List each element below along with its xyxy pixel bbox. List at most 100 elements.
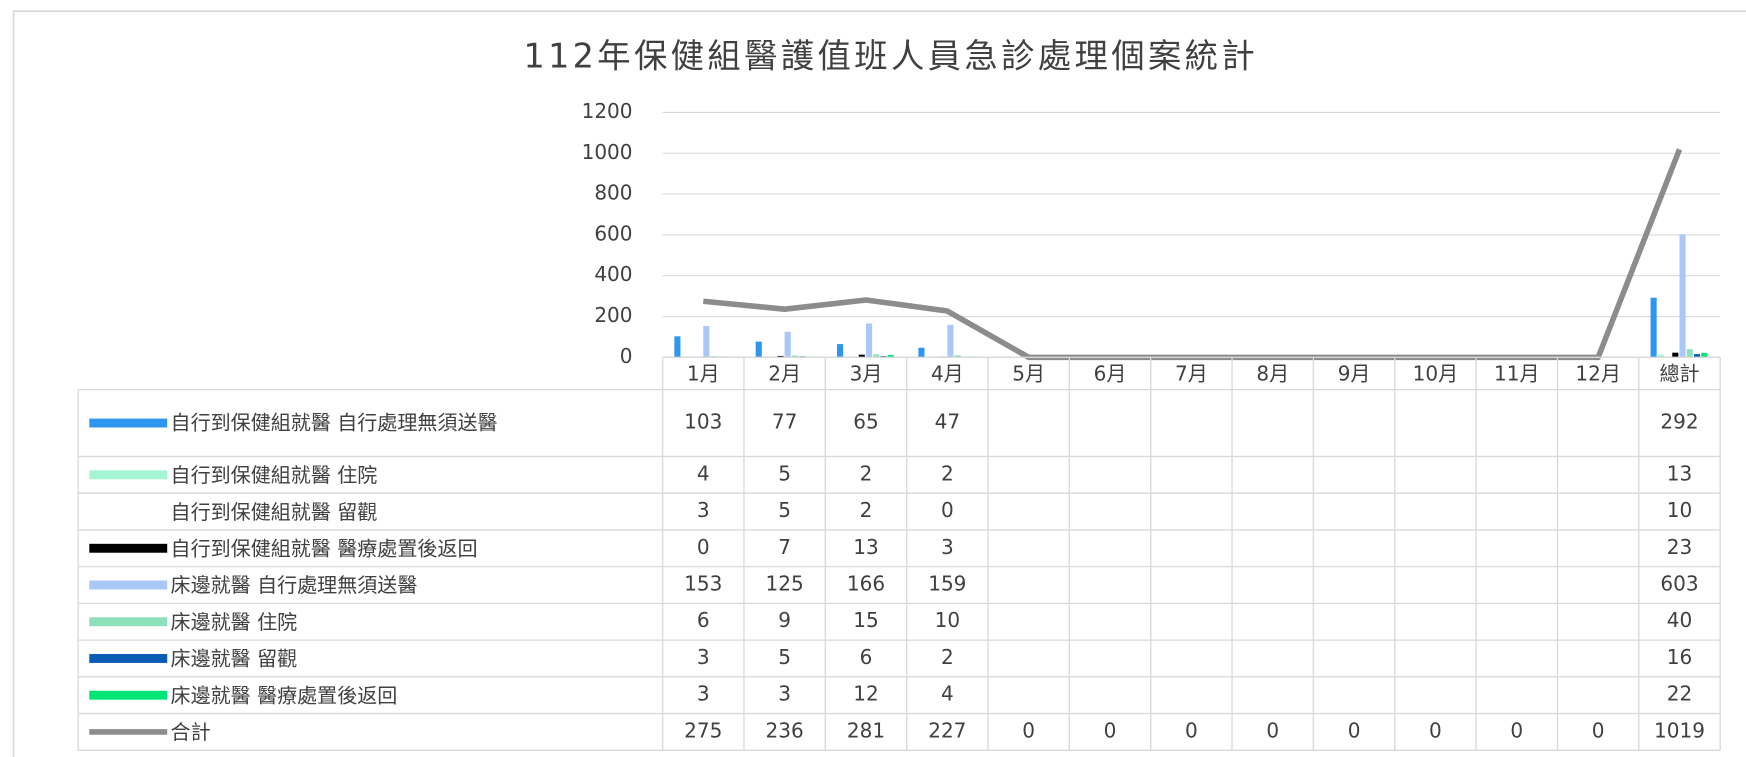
bar (954, 355, 961, 358)
table-value: 5 (778, 498, 791, 522)
x-tick-label: 總計 (1659, 362, 1699, 386)
table-value: 47 (935, 410, 960, 434)
legend-cell: 床邊就醫 醫療處置後返回 (171, 684, 398, 707)
x-tick-label: 7月 (1175, 362, 1208, 386)
x-tick-label: 6月 (1094, 362, 1127, 386)
bar (1665, 355, 1672, 358)
bar (755, 341, 762, 358)
chart-frame (12, 10, 1746, 757)
legend-swatch (89, 543, 168, 553)
table-value: 5 (778, 461, 791, 485)
table-value: 153 (684, 572, 722, 596)
table-value: 0 (1429, 718, 1442, 742)
legend-label: 自行到保健組就醫 住院 (170, 463, 378, 488)
legend-cell: 自行到保健組就醫 留觀 (170, 500, 378, 524)
table-value: 159 (928, 572, 966, 596)
legend-swatch (89, 580, 168, 590)
table-value: 15 (853, 608, 878, 632)
table-value: 5 (778, 645, 791, 669)
x-tick-label: 12月 (1575, 362, 1621, 386)
table-value: 10 (935, 608, 960, 632)
y-tick-label: 1200 (582, 99, 633, 123)
x-tick-label: 3月 (850, 362, 883, 386)
table-value: 125 (766, 572, 804, 596)
table-value: 12 (853, 682, 878, 706)
legend-label: 自行到保健組就醫 醫療處置後返回 (170, 537, 478, 561)
legend-label: 床邊就醫 留觀 (170, 647, 298, 671)
table-value: 0 (1266, 718, 1279, 742)
bar (947, 324, 954, 358)
bar (1657, 354, 1664, 358)
table-value: 2 (941, 645, 954, 669)
table-value: 16 (1667, 645, 1692, 669)
table-value: 603 (1660, 572, 1698, 596)
legend-swatch (89, 507, 168, 516)
legend-cell: 床邊就醫 自行處理無須送醫 (171, 574, 418, 597)
legend-cell: 床邊就醫 留觀 (170, 647, 298, 671)
table-value: 6 (697, 608, 710, 632)
table-value: 1019 (1654, 718, 1705, 742)
bar (674, 336, 681, 358)
table-value: 3 (697, 645, 710, 669)
y-tick-label: 600 (594, 221, 632, 245)
table-value: 3 (941, 535, 954, 559)
table-value: 166 (847, 572, 885, 596)
table-value: 23 (1667, 535, 1692, 559)
bar (865, 323, 873, 358)
table-value: 13 (1667, 461, 1692, 485)
y-tick-label: 400 (594, 262, 632, 286)
bar (873, 354, 880, 358)
legend-label: 自行到保健組就醫 留觀 (170, 500, 378, 524)
legend-swatch (89, 418, 168, 428)
bar (1679, 234, 1686, 358)
x-tick-label: 11月 (1494, 362, 1540, 386)
table-value: 13 (853, 535, 878, 559)
table-value: 9 (778, 608, 791, 632)
table-value: 0 (1022, 718, 1035, 742)
legend-swatch (89, 690, 168, 700)
y-tick-label: 1000 (582, 140, 633, 164)
x-tick-label: 1月 (687, 362, 720, 386)
y-tick-label: 200 (594, 303, 632, 327)
legend-cell: 合計 (170, 720, 211, 745)
y-tick-label: 0 (620, 344, 633, 368)
table-value: 3 (697, 498, 710, 522)
bar (1693, 354, 1701, 358)
table-value: 0 (1348, 718, 1361, 742)
legend-label: 床邊就醫 住院 (170, 610, 298, 634)
legend-cell: 自行到保健組就醫 醫療處置後返回 (170, 537, 478, 561)
legend-label: 自行到保健組就醫 自行處理無須送醫 (170, 411, 498, 436)
table-value: 65 (853, 410, 878, 434)
table-value: 2 (860, 498, 873, 522)
table-value: 4 (697, 461, 710, 485)
legend-cell: 床邊就醫 住院 (170, 610, 298, 634)
table-value: 10 (1667, 498, 1692, 522)
table-value: 4 (941, 682, 954, 706)
table-value: 275 (684, 718, 722, 742)
table-value: 22 (1667, 682, 1692, 706)
chart-title: 112年保健組醫護值班人員急診處理個案統計 (524, 36, 1259, 75)
x-tick-label: 4月 (931, 362, 964, 386)
table-value: 227 (928, 718, 966, 742)
table-value: 6 (860, 645, 873, 669)
x-tick-label: 2月 (768, 362, 801, 386)
table-value: 77 (772, 410, 797, 434)
legend-cell: 自行到保健組就醫 住院 (170, 463, 378, 488)
x-tick-label: 5月 (1012, 362, 1045, 386)
table-value: 0 (1104, 718, 1117, 742)
bar (1701, 352, 1708, 358)
table-value: 0 (697, 535, 710, 559)
legend-label: 合計 (170, 720, 211, 745)
bar (887, 354, 894, 358)
x-tick-label: 9月 (1338, 362, 1371, 386)
bar (1672, 352, 1679, 358)
table-value: 3 (697, 682, 710, 706)
table-value: 3 (778, 682, 791, 706)
legend-swatch (89, 470, 168, 480)
y-tick-label: 800 (594, 181, 632, 205)
table-value: 2 (941, 461, 954, 485)
table-value: 7 (778, 535, 791, 559)
table-value: 281 (847, 718, 885, 742)
